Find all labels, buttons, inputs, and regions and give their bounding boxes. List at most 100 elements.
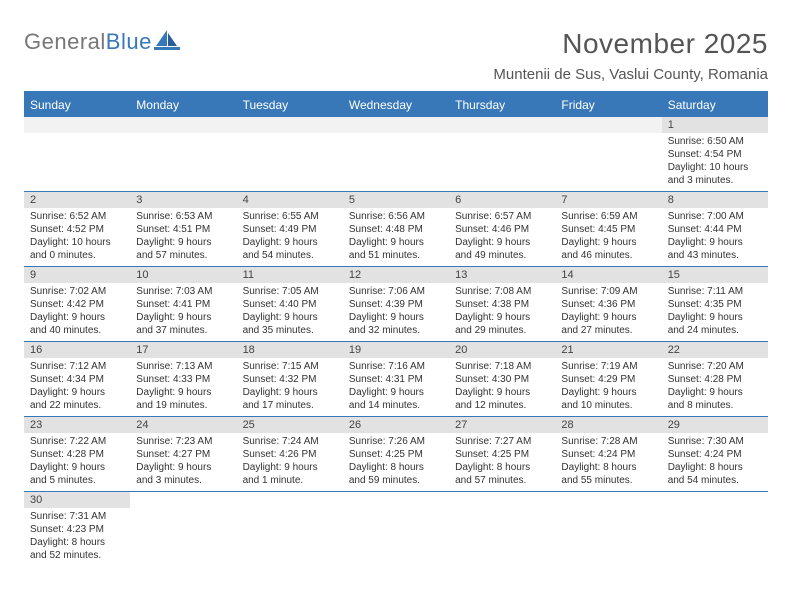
daylight-text: Daylight: 9 hours xyxy=(349,386,443,399)
day-cell: 21Sunrise: 7:19 AMSunset: 4:29 PMDayligh… xyxy=(555,342,661,417)
day-number: 11 xyxy=(237,267,343,283)
sunrise-text: Sunrise: 7:26 AM xyxy=(349,435,443,448)
sunset-text: Sunset: 4:23 PM xyxy=(30,523,124,536)
week-row: 2Sunrise: 6:52 AMSunset: 4:52 PMDaylight… xyxy=(24,192,768,267)
daylight-text: Daylight: 9 hours xyxy=(561,236,655,249)
sunrise-text: Sunrise: 7:28 AM xyxy=(561,435,655,448)
sunrise-text: Sunrise: 7:03 AM xyxy=(136,285,230,298)
sunset-text: Sunset: 4:35 PM xyxy=(668,298,762,311)
sunset-text: Sunset: 4:36 PM xyxy=(561,298,655,311)
sunset-text: Sunset: 4:24 PM xyxy=(668,448,762,461)
daylight-text: Daylight: 9 hours xyxy=(561,311,655,324)
daylight-text2: and 12 minutes. xyxy=(455,399,549,412)
daylight-text2: and 57 minutes. xyxy=(136,249,230,262)
day-number: 24 xyxy=(130,417,236,433)
logo-part1: General xyxy=(24,29,106,54)
day-number: 7 xyxy=(555,192,661,208)
day-content: Sunrise: 6:50 AMSunset: 4:54 PMDaylight:… xyxy=(662,133,768,191)
daylight-text2: and 3 minutes. xyxy=(136,474,230,487)
daylight-text2: and 54 minutes. xyxy=(668,474,762,487)
weekday-header: Tuesday xyxy=(237,93,343,117)
header: GeneralBlue November 2025 Muntenii de Su… xyxy=(24,28,768,83)
sunset-text: Sunset: 4:28 PM xyxy=(668,373,762,386)
sunset-text: Sunset: 4:32 PM xyxy=(243,373,337,386)
week-row: 1Sunrise: 6:50 AMSunset: 4:54 PMDaylight… xyxy=(24,117,768,192)
daylight-text2: and 40 minutes. xyxy=(30,324,124,337)
sunset-text: Sunset: 4:52 PM xyxy=(30,223,124,236)
daylight-text2: and 8 minutes. xyxy=(668,399,762,412)
day-cell: 25Sunrise: 7:24 AMSunset: 4:26 PMDayligh… xyxy=(237,417,343,492)
day-number: 29 xyxy=(662,417,768,433)
sunrise-text: Sunrise: 7:05 AM xyxy=(243,285,337,298)
daylight-text: Daylight: 8 hours xyxy=(30,536,124,549)
calendar-body: 1Sunrise: 6:50 AMSunset: 4:54 PMDaylight… xyxy=(24,117,768,566)
day-number: 13 xyxy=(449,267,555,283)
day-cell xyxy=(343,492,449,567)
daylight-text: Daylight: 9 hours xyxy=(243,236,337,249)
day-number: 21 xyxy=(555,342,661,358)
day-content: Sunrise: 7:30 AMSunset: 4:24 PMDaylight:… xyxy=(662,433,768,491)
sunrise-text: Sunrise: 7:13 AM xyxy=(136,360,230,373)
day-cell: 2 Sunrise: 6:52 AMSunset: 4:52 PMDaylight… xyxy=(24,192,130,267)
day-number: 17 xyxy=(130,342,236,358)
sunrise-text: Sunrise: 7:02 AM xyxy=(30,285,124,298)
day-cell xyxy=(130,117,236,192)
day-content: Sunrise: 7:24 AMSunset: 4:26 PMDaylight:… xyxy=(237,433,343,491)
weekday-header-row: Sunday Monday Tuesday Wednesday Thursday… xyxy=(24,93,768,117)
day-content: Sunrise: 7:16 AMSunset: 4:31 PMDaylight:… xyxy=(343,358,449,416)
day-number: 27 xyxy=(449,417,555,433)
sunrise-text: Sunrise: 7:22 AM xyxy=(30,435,124,448)
sunset-text: Sunset: 4:44 PM xyxy=(668,223,762,236)
day-content: Sunrise: 7:31 AMSunset: 4:23 PMDaylight:… xyxy=(24,508,130,566)
day-cell: 26Sunrise: 7:26 AMSunset: 4:25 PMDayligh… xyxy=(343,417,449,492)
day-cell: 22Sunrise: 7:20 AMSunset: 4:28 PMDayligh… xyxy=(662,342,768,417)
daylight-text2: and 51 minutes. xyxy=(349,249,443,262)
sunset-text: Sunset: 4:48 PM xyxy=(349,223,443,236)
day-number: 1 xyxy=(662,117,768,133)
day-cell: 19Sunrise: 7:16 AMSunset: 4:31 PMDayligh… xyxy=(343,342,449,417)
day-number: 14 xyxy=(555,267,661,283)
sunrise-text: Sunrise: 6:52 AM xyxy=(30,210,124,223)
day-number: 26 xyxy=(343,417,449,433)
sunrise-text: Sunrise: 7:30 AM xyxy=(668,435,762,448)
day-number: 2 xyxy=(24,192,130,208)
daylight-text2: and 54 minutes. xyxy=(243,249,337,262)
daylight-text2: and 57 minutes. xyxy=(455,474,549,487)
daylight-text2: and 46 minutes. xyxy=(561,249,655,262)
sunrise-text: Sunrise: 7:06 AM xyxy=(349,285,443,298)
day-cell: 14 Sunrise: 7:09 AMSunset: 4:36 PMDayligh… xyxy=(555,267,661,342)
day-number: 12 xyxy=(343,267,449,283)
sunset-text: Sunset: 4:26 PM xyxy=(243,448,337,461)
daylight-text: Daylight: 9 hours xyxy=(668,311,762,324)
day-number: 4 xyxy=(237,192,343,208)
sunrise-text: Sunrise: 7:31 AM xyxy=(30,510,124,523)
calendar-table: Sunday Monday Tuesday Wednesday Thursday… xyxy=(24,93,768,566)
daylight-text2: and 35 minutes. xyxy=(243,324,337,337)
sunrise-text: Sunrise: 7:09 AM xyxy=(561,285,655,298)
day-number: 16 xyxy=(24,342,130,358)
daylight-text: Daylight: 10 hours xyxy=(668,161,762,174)
day-number: 10 xyxy=(130,267,236,283)
logo: GeneralBlue xyxy=(24,28,180,55)
daylight-text: Daylight: 9 hours xyxy=(243,386,337,399)
day-number: 20 xyxy=(449,342,555,358)
daylight-text2: and 52 minutes. xyxy=(30,549,124,562)
day-number: 15 xyxy=(662,267,768,283)
day-cell xyxy=(555,117,661,192)
day-content: Sunrise: 6:55 AMSunset: 4:49 PMDaylight:… xyxy=(237,208,343,266)
day-cell: 23Sunrise: 7:22 AMSunset: 4:28 PMDayligh… xyxy=(24,417,130,492)
day-content: Sunrise: 7:06 AMSunset: 4:39 PMDaylight:… xyxy=(343,283,449,341)
daylight-text: Daylight: 8 hours xyxy=(668,461,762,474)
daylight-text: Daylight: 9 hours xyxy=(30,461,124,474)
day-content: Sunrise: 7:13 AMSunset: 4:33 PMDaylight:… xyxy=(130,358,236,416)
sunset-text: Sunset: 4:46 PM xyxy=(455,223,549,236)
day-cell xyxy=(130,492,236,567)
day-content: Sunrise: 7:15 AMSunset: 4:32 PMDaylight:… xyxy=(237,358,343,416)
sunset-text: Sunset: 4:34 PM xyxy=(30,373,124,386)
daylight-text2: and 55 minutes. xyxy=(561,474,655,487)
day-cell: 12Sunrise: 7:06 AMSunset: 4:39 PMDayligh… xyxy=(343,267,449,342)
daylight-text2: and 49 minutes. xyxy=(455,249,549,262)
daylight-text: Daylight: 10 hours xyxy=(30,236,124,249)
day-cell xyxy=(24,117,130,192)
weekday-header: Sunday xyxy=(24,93,130,117)
